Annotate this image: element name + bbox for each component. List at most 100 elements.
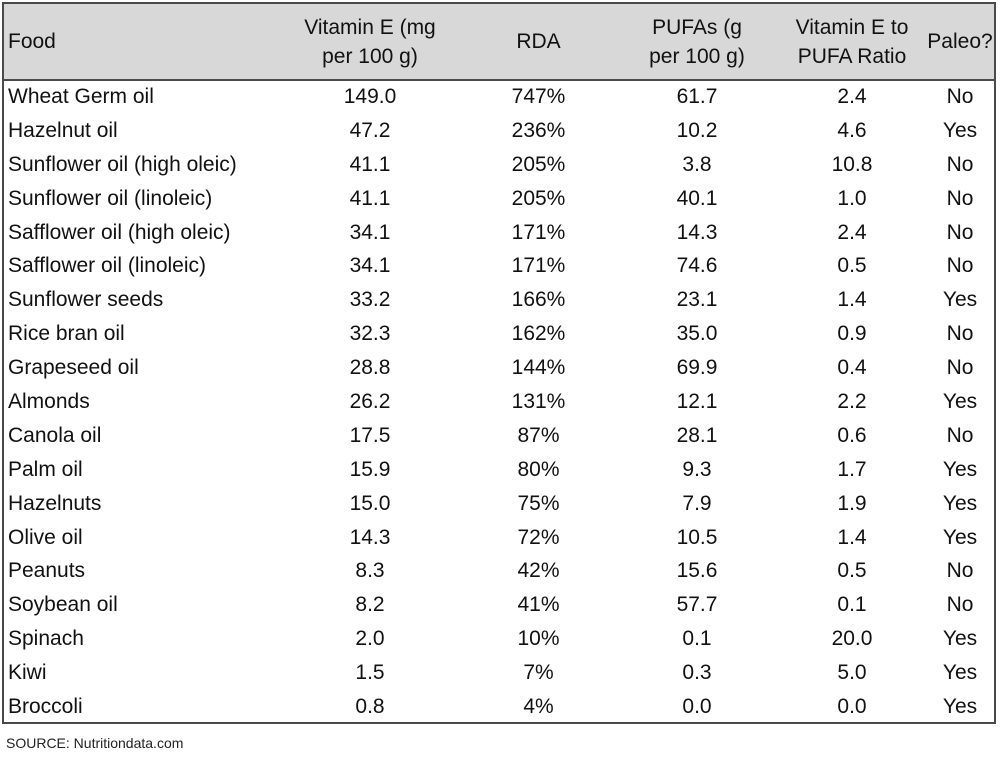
cell-pufas: 61.7 xyxy=(676,85,718,109)
table-header-row: Food Vitamin E (mg per 100 g) RDA PUFAs (g pe… xyxy=(4,4,994,80)
table-row: Almonds 26.2 131% 12.1 2.2 Yes xyxy=(4,385,994,419)
cell-pufas: 69.9 xyxy=(676,356,718,380)
cell-pufas: 0.0 xyxy=(682,694,712,718)
cell-pufas: 23.1 xyxy=(676,288,718,312)
cell-ratio: 5.0 xyxy=(837,661,867,685)
cell-paleo: Yes xyxy=(942,389,978,413)
cell-food: Rice bran oil xyxy=(8,322,125,346)
cell-food: Almonds xyxy=(8,389,90,413)
cell-ratio: 2.4 xyxy=(837,220,867,244)
cell-pufas: 3.8 xyxy=(682,152,712,176)
cell-food: Peanuts xyxy=(8,559,86,583)
cell-rda: 131% xyxy=(511,389,566,413)
cell-vitamin-e: 2.0 xyxy=(355,627,385,651)
cell-paleo: No xyxy=(946,593,974,617)
cell-food: Soybean oil xyxy=(8,593,118,617)
cell-rda: 144% xyxy=(511,356,566,380)
cell-food: Sunflower oil (high oleic) xyxy=(8,152,237,176)
cell-rda: 4% xyxy=(523,694,554,718)
cell-vitamin-e: 17.5 xyxy=(349,423,391,447)
cell-food: Grapeseed oil xyxy=(8,356,139,380)
cell-paleo: No xyxy=(946,356,974,380)
cell-rda: 80% xyxy=(517,457,560,481)
column-header-pufas: PUFAs (g per 100 g) xyxy=(616,4,778,80)
cell-vitamin-e: 149.0 xyxy=(343,85,397,109)
column-header-line: per 100 g) xyxy=(649,44,745,68)
cell-food: Hazelnuts xyxy=(8,491,102,515)
cell-ratio: 4.6 xyxy=(837,118,867,142)
cell-pufas: 10.5 xyxy=(676,525,718,549)
cell-paleo: No xyxy=(946,85,974,109)
cell-paleo: No xyxy=(946,423,974,447)
cell-vitamin-e: 34.1 xyxy=(349,220,391,244)
cell-rda: 236% xyxy=(511,118,566,142)
cell-rda: 42% xyxy=(517,559,560,583)
cell-paleo: No xyxy=(946,186,974,210)
cell-pufas: 14.3 xyxy=(676,220,718,244)
table-row: Wheat Germ oil 149.0 747% 61.7 2.4 No xyxy=(4,80,994,114)
cell-food: Sunflower seeds xyxy=(8,288,164,312)
cell-rda: 87% xyxy=(517,423,560,447)
cell-rda: 7% xyxy=(523,661,554,685)
cell-vitamin-e: 34.1 xyxy=(349,254,391,278)
cell-pufas: 28.1 xyxy=(676,423,718,447)
cell-rda: 162% xyxy=(511,322,566,346)
column-header-vitamin-e: Vitamin E (mg per 100 g) xyxy=(279,4,461,80)
cell-ratio: 20.0 xyxy=(831,627,873,651)
table-row: Hazelnut oil 47.2 236% 10.2 4.6 Yes xyxy=(4,114,994,148)
cell-vitamin-e: 15.9 xyxy=(349,457,391,481)
cell-ratio: 0.5 xyxy=(837,254,867,278)
cell-ratio: 0.9 xyxy=(837,322,867,346)
cell-pufas: 15.6 xyxy=(676,559,718,583)
cell-ratio: 1.4 xyxy=(837,288,867,312)
cell-food: Safflower oil (high oleic) xyxy=(8,220,231,244)
cell-vitamin-e: 26.2 xyxy=(349,389,391,413)
cell-vitamin-e: 1.5 xyxy=(355,661,385,685)
cell-paleo: Yes xyxy=(942,288,978,312)
cell-paleo: No xyxy=(946,152,974,176)
cell-food: Broccoli xyxy=(8,694,83,718)
cell-ratio: 1.9 xyxy=(837,491,867,515)
cell-vitamin-e: 15.0 xyxy=(349,491,391,515)
table-row: Sunflower oil (linoleic) 41.1 205% 40.1 1.0 N… xyxy=(4,182,994,216)
cell-vitamin-e: 8.3 xyxy=(355,559,385,583)
cell-food: Kiwi xyxy=(8,661,47,685)
cell-ratio: 1.0 xyxy=(837,186,867,210)
cell-rda: 747% xyxy=(511,85,566,109)
table-row: Palm oil 15.9 80% 9.3 1.7 Yes xyxy=(4,453,994,487)
cell-pufas: 0.3 xyxy=(682,661,712,685)
cell-vitamin-e: 28.8 xyxy=(349,356,391,380)
cell-food: Spinach xyxy=(8,627,84,651)
cell-vitamin-e: 33.2 xyxy=(349,288,391,312)
cell-rda: 171% xyxy=(511,254,566,278)
table-row: Olive oil 14.3 72% 10.5 1.4 Yes xyxy=(4,521,994,555)
data-table-frame: Food Vitamin E (mg per 100 g) RDA PUFAs (g pe… xyxy=(2,2,996,724)
cell-pufas: 40.1 xyxy=(676,186,718,210)
cell-pufas: 0.1 xyxy=(682,627,712,651)
source-note: SOURCE: Nutritiondata.com xyxy=(6,735,184,751)
cell-paleo: Yes xyxy=(942,694,978,718)
cell-vitamin-e: 14.3 xyxy=(349,525,391,549)
cell-paleo: Yes xyxy=(942,661,978,685)
cell-ratio: 0.0 xyxy=(837,694,867,718)
cell-paleo: Yes xyxy=(942,457,978,481)
cell-pufas: 9.3 xyxy=(682,457,712,481)
cell-paleo: No xyxy=(946,559,974,583)
cell-pufas: 12.1 xyxy=(676,389,718,413)
cell-ratio: 0.4 xyxy=(837,356,867,380)
cell-food: Wheat Germ oil xyxy=(8,85,154,109)
cell-paleo: Yes xyxy=(942,118,978,142)
table-row: Safflower oil (high oleic) 34.1 171% 14.3 2.… xyxy=(4,216,994,250)
table-row: Kiwi 1.5 7% 0.3 5.0 Yes xyxy=(4,656,994,690)
cell-food: Olive oil xyxy=(8,525,83,549)
cell-paleo: No xyxy=(946,220,974,244)
table-row: Peanuts 8.3 42% 15.6 0.5 No xyxy=(4,554,994,588)
cell-vitamin-e: 32.3 xyxy=(349,322,391,346)
cell-ratio: 0.6 xyxy=(837,423,867,447)
cell-rda: 205% xyxy=(511,186,566,210)
cell-pufas: 57.7 xyxy=(676,593,718,617)
cell-rda: 41% xyxy=(517,593,560,617)
cell-paleo: No xyxy=(946,322,974,346)
column-header-line: Vitamin E to xyxy=(795,15,909,39)
cell-vitamin-e: 41.1 xyxy=(349,152,391,176)
